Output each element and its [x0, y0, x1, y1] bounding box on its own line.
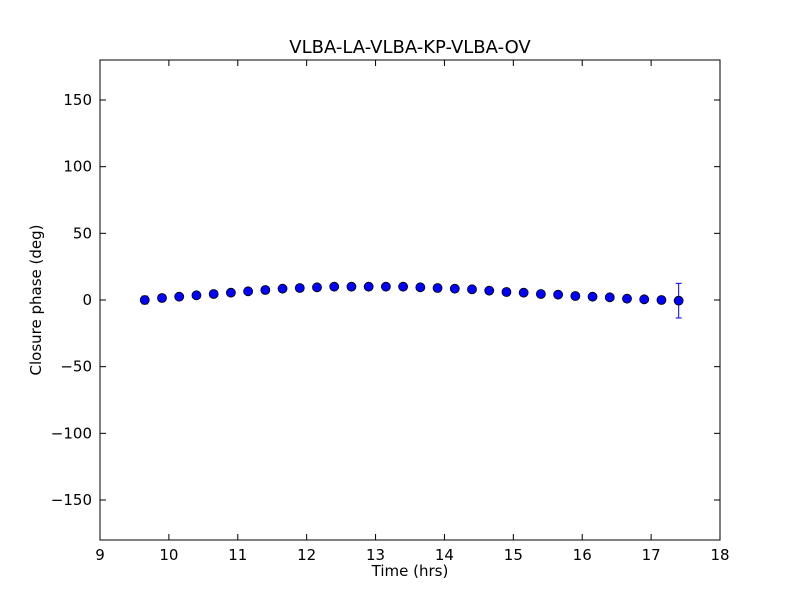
data-point [294, 283, 305, 293]
data-point [260, 285, 271, 295]
y-tick-label: 100 [63, 158, 92, 176]
data-point [191, 290, 202, 301]
data-point [622, 293, 632, 304]
data-point [363, 281, 374, 292]
data-point [432, 283, 443, 293]
data-point [604, 292, 615, 303]
data-point [346, 281, 357, 292]
x-tick-label: 11 [228, 546, 247, 564]
data-point [535, 289, 546, 299]
data-point [639, 294, 650, 305]
x-tick-label: 16 [573, 546, 592, 564]
y-tick-label: 50 [73, 224, 92, 242]
data-point [449, 283, 460, 294]
data-point [329, 281, 340, 292]
y-axis-label: Closure phase (deg) [27, 225, 45, 376]
data-point [467, 284, 477, 295]
data-point [208, 289, 219, 299]
data-point [277, 283, 288, 294]
x-tick-label: 9 [95, 546, 105, 564]
y-axis: 150 100 50 0 −50 −100 −150 [51, 91, 720, 509]
data-point [157, 293, 167, 303]
data-point [484, 285, 495, 296]
data-point [398, 281, 409, 292]
data-point [587, 291, 598, 302]
chart-title: VLBA-LA-VLBA-KP-VLBA-OV [289, 37, 531, 58]
data-point [501, 287, 512, 297]
data-point [570, 291, 581, 301]
x-tick-label: 14 [435, 546, 454, 564]
x-tick-label: 17 [642, 546, 661, 564]
x-tick-label: 18 [710, 546, 729, 564]
data-point [673, 295, 684, 306]
y-tick-label: 150 [63, 91, 92, 109]
y-tick-label: −100 [51, 424, 92, 442]
x-axis: 9 10 11 12 13 14 15 16 17 18 [95, 60, 730, 564]
data-point [380, 281, 391, 292]
x-tick-label: 12 [297, 546, 316, 564]
x-tick-label: 10 [159, 546, 178, 564]
y-tick-label: 0 [82, 291, 92, 309]
x-tick-label: 15 [504, 546, 523, 564]
data-point [553, 289, 564, 300]
plot-area [139, 281, 684, 319]
data-point [518, 287, 529, 298]
data-point [174, 291, 185, 302]
data-point [225, 287, 236, 298]
x-axis-label: Time (hrs) [371, 562, 449, 580]
x-tick-label: 13 [366, 546, 385, 564]
y-tick-label: −150 [51, 491, 92, 509]
data-point [415, 282, 426, 293]
y-tick-label: −50 [60, 358, 92, 376]
data-point [312, 282, 322, 293]
data-point [243, 286, 254, 297]
data-point [656, 295, 667, 305]
data-point [139, 295, 150, 305]
